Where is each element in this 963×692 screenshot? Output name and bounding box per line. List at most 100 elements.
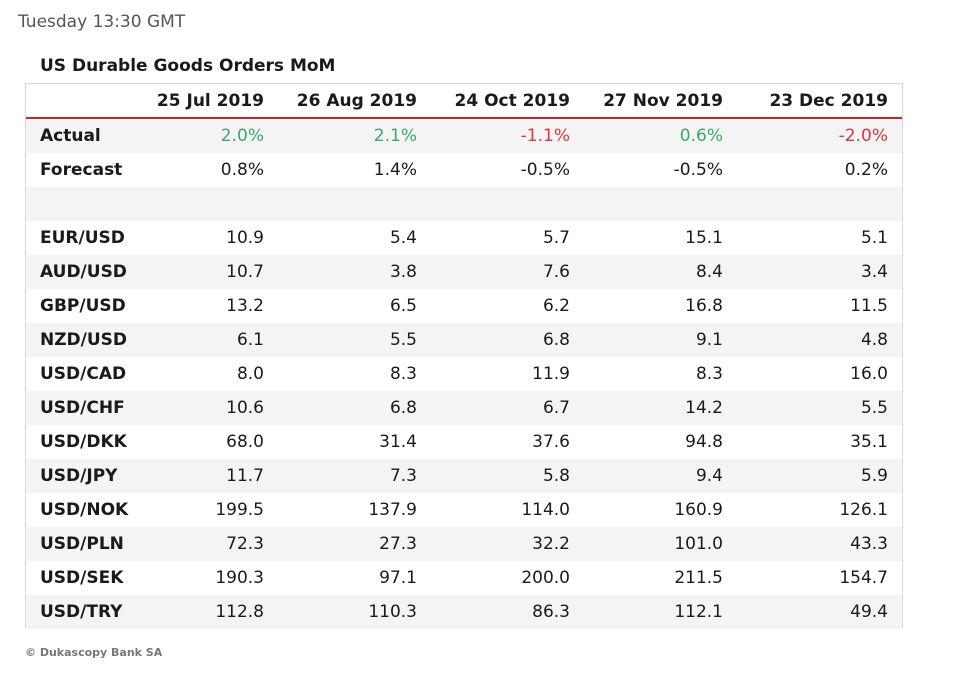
actual-value: 2.1% bbox=[278, 118, 431, 153]
column-header: 25 Jul 2019 bbox=[138, 84, 278, 119]
durable-goods-table: 25 Jul 2019 26 Aug 2019 24 Oct 2019 27 N… bbox=[26, 84, 902, 629]
actual-value: 0.6% bbox=[584, 118, 737, 153]
forecast-value: -0.5% bbox=[673, 160, 723, 180]
row-label: AUD/USD bbox=[26, 255, 138, 289]
cell-value: 6.5 bbox=[389, 296, 417, 316]
spacer-cell bbox=[26, 187, 138, 221]
table-row: USD/SEK 190.3 97.1 200.0 211.5 154.7 bbox=[26, 561, 902, 595]
table-row: USD/NOK 199.5 137.9 114.0 160.9 126.1 bbox=[26, 493, 902, 527]
cell-value: 211.5 bbox=[674, 568, 723, 588]
cell-value: 86.3 bbox=[431, 595, 584, 629]
spacer-cell bbox=[138, 187, 278, 221]
cell-value: 7.6 bbox=[431, 255, 584, 289]
cell-value: 9.4 bbox=[584, 459, 737, 493]
column-header: 24 Oct 2019 bbox=[431, 84, 584, 119]
cell-value: 199.5 bbox=[215, 500, 264, 520]
cell-value: 68.0 bbox=[226, 432, 264, 452]
cell-value: 16.0 bbox=[850, 364, 888, 384]
spacer-cell bbox=[737, 187, 902, 221]
cell-value: 14.2 bbox=[584, 391, 737, 425]
cell-value: 97.1 bbox=[379, 568, 417, 588]
cell-value: 5.4 bbox=[389, 228, 417, 248]
row-label: USD/TRY bbox=[26, 595, 138, 629]
column-header: 27 Nov 2019 bbox=[584, 84, 737, 119]
actual-row: Actual 2.0% 2.1% -1.1% 0.6% -2.0% bbox=[26, 118, 902, 153]
cell-value: 7.3 bbox=[278, 459, 431, 493]
cell-value: 3.4 bbox=[737, 255, 902, 289]
cell-value: 137.9 bbox=[368, 500, 417, 520]
cell-value: 8.3 bbox=[695, 364, 723, 384]
row-label: USD/JPY bbox=[26, 459, 138, 493]
actual-value: -2.0% bbox=[737, 118, 902, 153]
cell-value: 6.2 bbox=[542, 296, 570, 316]
cell-value: 49.4 bbox=[737, 595, 902, 629]
cell-value: 190.3 bbox=[215, 568, 264, 588]
row-label: USD/SEK bbox=[40, 568, 124, 588]
table-row: NZD/USD 6.1 5.5 6.8 9.1 4.8 bbox=[26, 323, 902, 357]
cell-value: 8.0 bbox=[236, 364, 264, 384]
forecast-value: -0.5% bbox=[520, 160, 570, 180]
forecast-row: Forecast 0.8% 1.4% -0.5% -0.5% 0.2% bbox=[26, 153, 902, 187]
cell-value: 37.6 bbox=[532, 432, 570, 452]
cell-value: 11.9 bbox=[532, 364, 570, 384]
cell-value: 11.7 bbox=[138, 459, 278, 493]
column-header: 23 Dec 2019 bbox=[737, 84, 902, 119]
cell-value: 5.8 bbox=[431, 459, 584, 493]
cell-value: 10.9 bbox=[226, 228, 264, 248]
table-row: USD/CAD 8.0 8.3 11.9 8.3 16.0 bbox=[26, 357, 902, 391]
header-corner-cell bbox=[26, 84, 138, 119]
table-row: GBP/USD 13.2 6.5 6.2 16.8 11.5 bbox=[26, 289, 902, 323]
cell-value: 43.3 bbox=[737, 527, 902, 561]
cell-value: 10.7 bbox=[138, 255, 278, 289]
cell-value: 4.8 bbox=[737, 323, 902, 357]
cell-value: 101.0 bbox=[584, 527, 737, 561]
row-label: Forecast bbox=[40, 160, 123, 180]
cell-value: 13.2 bbox=[226, 296, 264, 316]
timestamp: Tuesday 13:30 GMT bbox=[18, 12, 186, 32]
forecast-value: 0.8% bbox=[220, 160, 264, 180]
table-row: USD/DKK 68.0 31.4 37.6 94.8 35.1 bbox=[26, 425, 902, 459]
table-title: US Durable Goods Orders MoM bbox=[40, 56, 336, 76]
actual-value: -1.1% bbox=[431, 118, 584, 153]
spacer-row bbox=[26, 187, 902, 221]
table-body: Actual 2.0% 2.1% -1.1% 0.6% -2.0% Foreca… bbox=[26, 118, 902, 629]
cell-value: 72.3 bbox=[138, 527, 278, 561]
cell-value: 6.7 bbox=[431, 391, 584, 425]
table-row: USD/CHF 10.6 6.8 6.7 14.2 5.5 bbox=[26, 391, 902, 425]
cell-value: 5.9 bbox=[737, 459, 902, 493]
cell-value: 5.1 bbox=[860, 228, 888, 248]
cell-value: 5.5 bbox=[737, 391, 902, 425]
row-label: USD/NOK bbox=[40, 500, 129, 520]
cell-value: 9.1 bbox=[584, 323, 737, 357]
cell-value: 10.6 bbox=[138, 391, 278, 425]
row-label: USD/CAD bbox=[40, 364, 127, 384]
cell-value: 112.8 bbox=[138, 595, 278, 629]
cell-value: 154.7 bbox=[839, 568, 888, 588]
cell-value: 200.0 bbox=[521, 568, 570, 588]
spacer-cell bbox=[431, 187, 584, 221]
table-row: USD/PLN 72.3 27.3 32.2 101.0 43.3 bbox=[26, 527, 902, 561]
cell-value: 8.4 bbox=[584, 255, 737, 289]
cell-value: 6.8 bbox=[431, 323, 584, 357]
cell-value: 6.8 bbox=[278, 391, 431, 425]
forecast-value: 1.4% bbox=[373, 160, 417, 180]
cell-value: 32.2 bbox=[431, 527, 584, 561]
cell-value: 6.1 bbox=[138, 323, 278, 357]
table-row: AUD/USD 10.7 3.8 7.6 8.4 3.4 bbox=[26, 255, 902, 289]
row-label: USD/DKK bbox=[40, 432, 127, 452]
cell-value: 8.3 bbox=[389, 364, 417, 384]
row-label: NZD/USD bbox=[26, 323, 138, 357]
cell-value: 31.4 bbox=[379, 432, 417, 452]
cell-value: 110.3 bbox=[278, 595, 431, 629]
column-header: 26 Aug 2019 bbox=[278, 84, 431, 119]
cell-value: 5.5 bbox=[278, 323, 431, 357]
header-row: 25 Jul 2019 26 Aug 2019 24 Oct 2019 27 N… bbox=[26, 84, 902, 119]
cell-value: 112.1 bbox=[584, 595, 737, 629]
row-label: USD/PLN bbox=[26, 527, 138, 561]
cell-value: 94.8 bbox=[685, 432, 723, 452]
row-label: Actual bbox=[26, 118, 138, 153]
cell-value: 160.9 bbox=[674, 500, 723, 520]
table-row: EUR/USD 10.9 5.4 5.7 15.1 5.1 bbox=[26, 221, 902, 255]
spacer-cell bbox=[278, 187, 431, 221]
cell-value: 16.8 bbox=[685, 296, 723, 316]
